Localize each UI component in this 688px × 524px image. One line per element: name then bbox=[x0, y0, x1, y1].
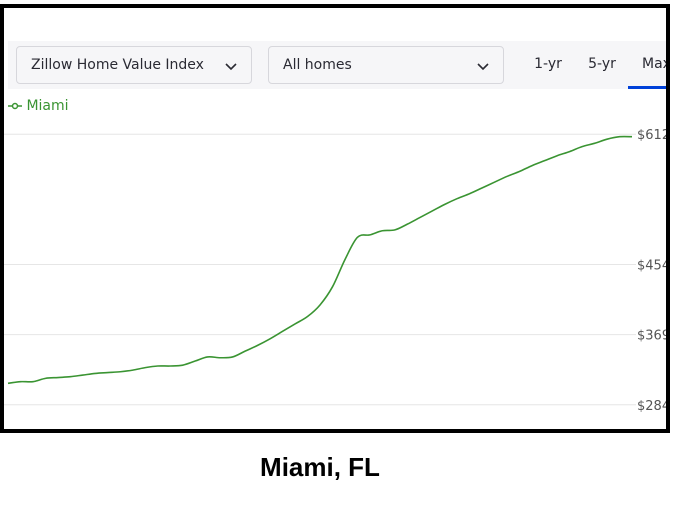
y-tick-label: $369 bbox=[637, 329, 666, 344]
line-circle-marker-icon bbox=[8, 102, 22, 110]
active-tab-indicator bbox=[628, 86, 666, 89]
line-chart: $612 $454 $369 $284 bbox=[4, 128, 666, 414]
y-tick-label: $612 bbox=[637, 128, 666, 143]
tab-5-year[interactable]: 5-yr bbox=[588, 56, 616, 72]
y-tick-label: $454 bbox=[637, 259, 666, 274]
chart-legend[interactable]: Miami bbox=[8, 98, 69, 114]
tab-max[interactable]: Max bbox=[642, 56, 670, 72]
chart-toolbar: Zillow Home Value Index All homes 1-yr 5… bbox=[8, 41, 666, 89]
y-tick-label: $284 bbox=[637, 399, 666, 414]
tab-1-year[interactable]: 1-yr bbox=[534, 56, 562, 72]
home-type-dropdown-label: All homes bbox=[283, 57, 352, 73]
chart-panel: Zillow Home Value Index All homes 1-yr 5… bbox=[0, 4, 670, 433]
metric-dropdown-label: Zillow Home Value Index bbox=[31, 57, 204, 73]
chevron-down-icon bbox=[477, 63, 489, 71]
series-line-miami[interactable] bbox=[7, 135, 633, 385]
home-type-dropdown[interactable]: All homes bbox=[268, 46, 504, 84]
chevron-down-icon bbox=[225, 63, 237, 71]
chart-caption: Miami, FL bbox=[260, 452, 380, 482]
legend-series-name: Miami bbox=[26, 98, 69, 114]
metric-dropdown[interactable]: Zillow Home Value Index bbox=[16, 46, 252, 84]
